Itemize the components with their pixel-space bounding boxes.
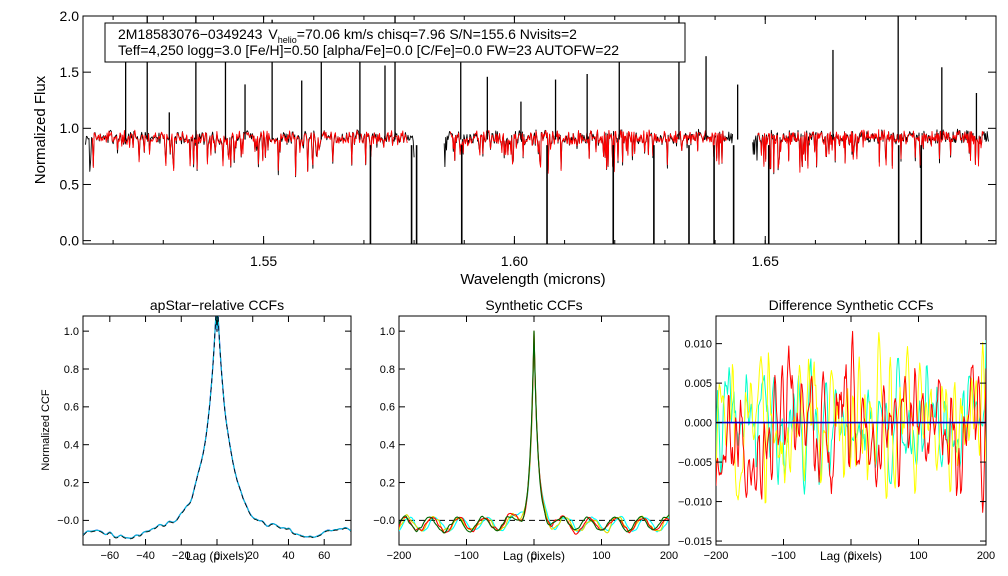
x-tick-label: 1.60	[501, 253, 528, 269]
apstar-ccf-y-label: Normalized CCF	[40, 389, 52, 471]
y-tick-label: 0.4	[380, 440, 395, 452]
x-tick-label: 20	[247, 550, 259, 562]
y-tick-label: 0.010	[684, 338, 712, 350]
x-tick-label: 1.55	[250, 253, 277, 269]
synthetic-ccf-series	[399, 330, 669, 535]
x-tick-label: −200	[387, 550, 412, 562]
synthetic-spectrum-chip-3	[757, 129, 984, 173]
y-tick-label: −0.015	[678, 536, 712, 548]
y-tick-label: 1.0	[64, 326, 79, 338]
vhelio-prefix: V	[268, 26, 278, 42]
y-tick-label: 0.0	[60, 233, 80, 249]
apstar-ccf-series	[83, 316, 351, 540]
y-tick-label: 0.2	[380, 477, 395, 489]
y-tick-label: −0.010	[678, 496, 712, 508]
apstar-ccf-title: apStar−relative CCFs	[150, 297, 284, 313]
y-tick-label: 0.8	[380, 364, 395, 376]
vhelio-value: =70.06 km/s chisq=7.96 S/N=155.6 Nvisits…	[297, 26, 577, 42]
x-tick-label: −40	[136, 550, 155, 562]
star-id: 2M18583076−0349243	[118, 26, 263, 42]
x-tick-label: 1.65	[752, 253, 779, 269]
x-tick-label: −20	[172, 550, 191, 562]
y-tick-label: 1.5	[60, 64, 80, 80]
spectrum-axes: 1.55 1.60 1.65 0.0 0.5 1.0 1.5 2.0	[60, 8, 996, 269]
star-info-line: 2M18583076−0349243 Vhelio=70.06 km/s chis…	[118, 26, 577, 45]
y-tick-label: 2.0	[60, 8, 80, 24]
x-tick-label: 0	[531, 550, 537, 562]
synthetic-spectrum-chip-1	[91, 129, 408, 177]
spectrum-x-label: Wavelength (microns)	[460, 271, 605, 288]
synthetic-ccf-axes: −200 −100 0 100 200 −0.0 0.2 0.4 0.6 0.8 1.0	[373, 316, 678, 562]
apstar-ccf-combined	[83, 316, 351, 540]
spectrum-y-label: Normalized Flux	[32, 75, 49, 184]
spectrum-panel: 1.55 1.60 1.65 0.0 0.5 1.0 1.5 2.0 2M18583076−0…	[32, 8, 997, 288]
difference-ccf-series	[716, 330, 986, 513]
x-tick-label: 60	[318, 550, 330, 562]
synthetic-ccf-4	[399, 330, 669, 534]
stellar-params-line: Teff=4,250 logg=3.0 [Fe/H]=0.50 [alpha/F…	[118, 42, 619, 58]
x-tick-label: −60	[100, 550, 119, 562]
synthetic-ccf-panel: −200 −100 0 100 200 −0.0 0.2 0.4 0.6 0.8 1.0 Synth…	[373, 297, 678, 563]
y-tick-label: 0.8	[64, 364, 79, 376]
x-tick-label: −100	[771, 550, 796, 562]
y-tick-label: 0.000	[684, 417, 712, 429]
y-tick-label: 0.6	[64, 402, 79, 414]
apstar-ccf-axes: −60 −40 −20 0 20 40 60 −0.0 0.2 0.4 0.6 0.8 1.0	[57, 316, 351, 562]
difference-ccf-x-label: Lag (pixels)	[820, 549, 882, 563]
y-tick-label: −0.0	[373, 515, 395, 527]
spectrum-annotation-box	[104, 22, 686, 63]
x-tick-label: 0	[214, 550, 220, 562]
synthetic-ccf-title: Synthetic CCFs	[485, 297, 582, 313]
x-tick-label: 200	[977, 550, 995, 562]
difference-ccf-title: Difference Synthetic CCFs	[769, 297, 934, 313]
x-tick-label: 100	[592, 550, 610, 562]
x-tick-label: −200	[704, 550, 729, 562]
vhelio-subscript: helio	[278, 35, 297, 45]
y-tick-label: 1.0	[60, 120, 80, 136]
x-tick-label: 100	[909, 550, 927, 562]
x-tick-label: 0	[848, 550, 854, 562]
y-tick-label: 0.2	[64, 477, 79, 489]
apstar-ccf-frame	[82, 315, 352, 546]
x-tick-label: 200	[660, 550, 678, 562]
y-tick-label: 0.4	[64, 440, 79, 452]
difference-ccf-axes: −200 −100 0 100 200 −0.015 −0.010 −0.005 0.000 0.…	[678, 316, 995, 562]
y-tick-label: 0.005	[684, 378, 712, 390]
synthetic-spectrum-chip-2	[449, 129, 728, 174]
synthetic-ccf-x-label: Lag (pixels)	[503, 549, 565, 563]
apstar-ccf-panel: −60 −40 −20 0 20 40 60 −0.0 0.2 0.4 0.6 0.8 1.0 apSt…	[40, 297, 352, 563]
y-tick-label: 1.0	[380, 326, 395, 338]
y-tick-label: −0.0	[57, 515, 79, 527]
apstar-ccf-x-label: Lag (pixels)	[186, 549, 248, 563]
difference-ccf-panel: −200 −100 0 100 200 −0.015 −0.010 −0.005 0.000 0.…	[678, 297, 995, 563]
x-tick-label: 40	[282, 550, 294, 562]
y-tick-label: 0.6	[380, 402, 395, 414]
x-tick-label: −100	[454, 550, 479, 562]
y-tick-label: −0.005	[678, 457, 712, 469]
y-tick-label: 0.5	[60, 176, 80, 192]
